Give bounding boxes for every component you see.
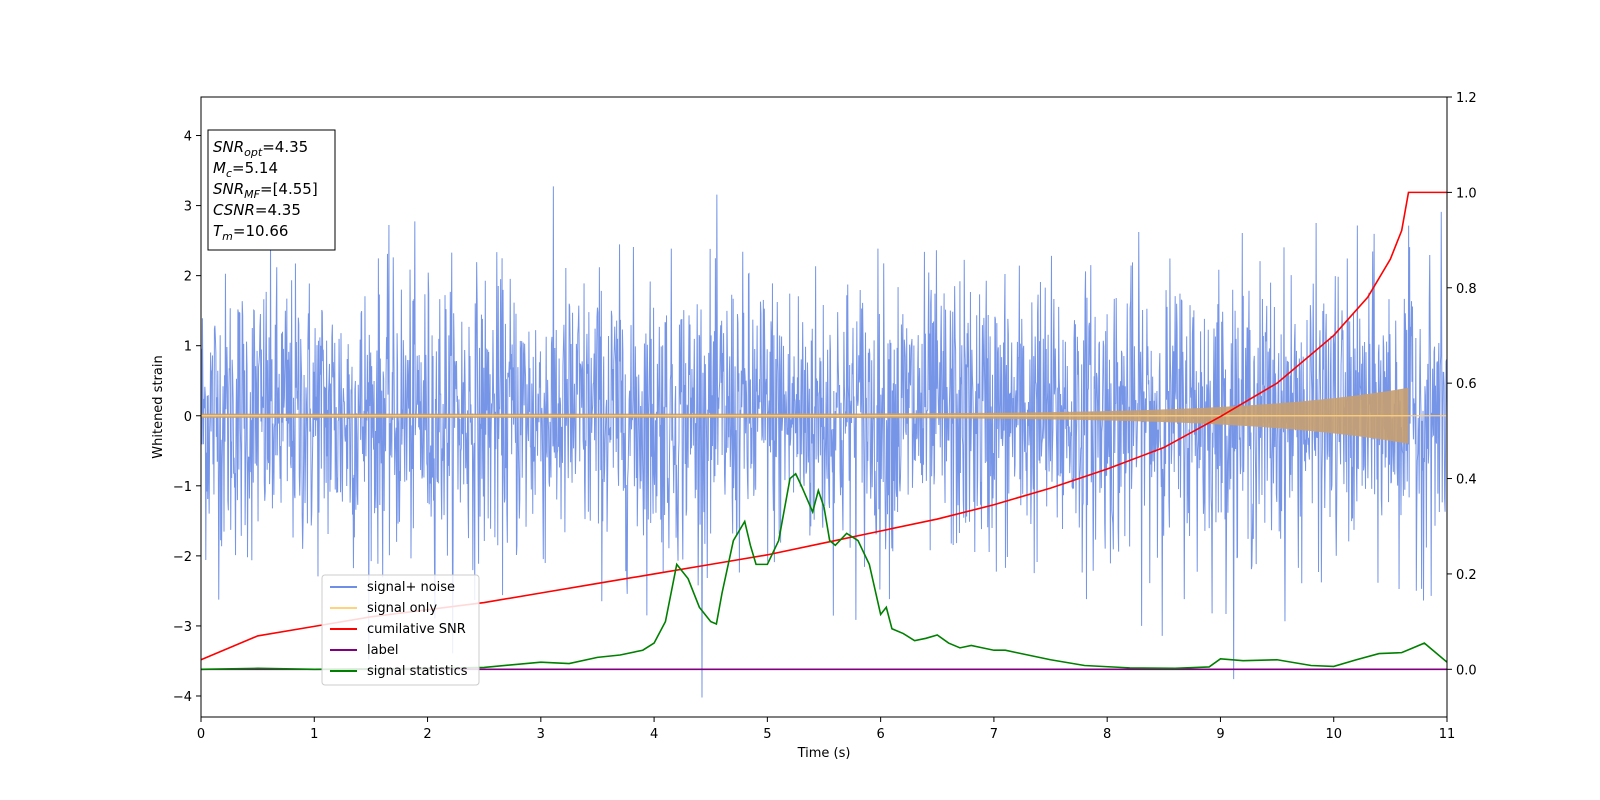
- y2-tick-label: 0.6: [1456, 377, 1477, 392]
- x-tick-label: 11: [1439, 727, 1456, 742]
- annotation-line: Tm=10.66: [213, 222, 288, 243]
- y2-tick-label: 1.0: [1456, 186, 1477, 201]
- legend-label: signal+ noise: [367, 580, 455, 595]
- legend-label: signal statistics: [367, 664, 468, 679]
- annotation-line: CSNR=4.35: [213, 201, 301, 219]
- x-tick-label: 5: [763, 727, 771, 742]
- legend-label: signal only: [367, 601, 437, 616]
- y-tick-label: 1: [184, 340, 192, 355]
- y-tick-label: 3: [184, 200, 192, 215]
- series-line-signal-noise: [201, 186, 1447, 698]
- y2-tick-label: 0.4: [1456, 473, 1477, 488]
- x-tick-label: 7: [990, 727, 998, 742]
- x-axis-label: Time (s): [797, 746, 851, 761]
- x-tick-label: 3: [537, 727, 545, 742]
- y-tick-label: −2: [173, 550, 192, 565]
- x-tick-label: 2: [423, 727, 431, 742]
- y-tick-label: 0: [184, 410, 192, 425]
- y-axis-right: 0.0 0.2 0.4 0.6 0.8 1.0 1.2: [1447, 91, 1477, 678]
- y2-tick-label: 0.8: [1456, 282, 1477, 297]
- x-axis: 0 1 2 3 4 5 6 7 8 9 10 11: [197, 717, 1455, 742]
- y2-tick-label: 1.2: [1456, 91, 1477, 106]
- y-axis-label: Whitened strain: [151, 355, 166, 458]
- y-tick-label: −1: [173, 480, 192, 495]
- y-axis-left: −4 −3 −2 −1 0 1 2 3 4: [173, 130, 201, 705]
- x-tick-label: 8: [1103, 727, 1111, 742]
- y-tick-label: 2: [184, 270, 192, 285]
- legend-label: label: [367, 643, 398, 658]
- legend-label: cumilative SNR: [367, 622, 466, 637]
- annotation-line: SNRopt=4.35: [213, 138, 308, 159]
- y-tick-label: −4: [173, 690, 192, 705]
- x-tick-label: 0: [197, 727, 205, 742]
- y-tick-label: −3: [173, 620, 192, 635]
- y2-tick-label: 0.2: [1456, 568, 1477, 583]
- series-line-signal-statistics: [201, 472, 1447, 671]
- annotation-line: Mc=5.14: [213, 159, 278, 180]
- x-tick-label: 6: [876, 727, 884, 742]
- x-tick-label: 1: [310, 727, 318, 742]
- annotation-line: SNRMF=[4.55]: [213, 180, 318, 201]
- x-tick-label: 9: [1216, 727, 1224, 742]
- y-tick-label: 4: [184, 130, 192, 145]
- x-tick-label: 10: [1325, 727, 1342, 742]
- legend: signal+ noise signal only cumilative SNR la…: [321, 574, 480, 686]
- y2-tick-label: 0.0: [1456, 663, 1477, 678]
- plot-frame: [200, 96, 1448, 718]
- x-tick-label: 4: [650, 727, 658, 742]
